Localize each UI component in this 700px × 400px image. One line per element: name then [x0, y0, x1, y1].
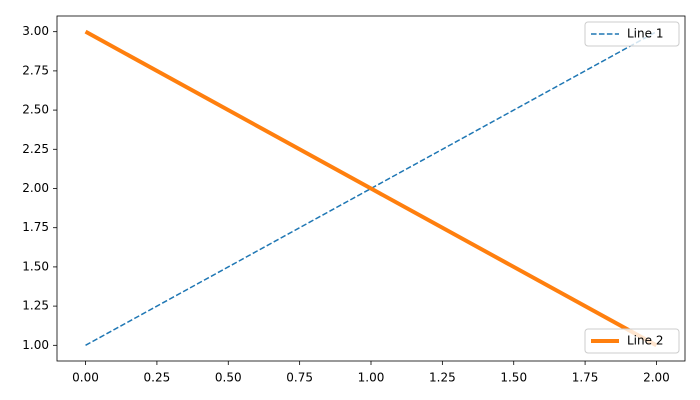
x-tick-label: 0.50	[215, 371, 242, 385]
y-tick-label: 2.75	[22, 63, 49, 77]
legend-box	[584, 21, 680, 47]
x-tick-label: 0.00	[72, 371, 99, 385]
y-tick-label: 3.00	[22, 24, 49, 38]
x-tick-label: 1.75	[572, 371, 599, 385]
y-tick-label: 2.25	[22, 142, 49, 156]
x-tick-label: 0.75	[286, 371, 313, 385]
y-tick-label: 1.50	[22, 259, 49, 273]
y-tick-label: 2.00	[22, 181, 49, 195]
y-tick-label: 1.25	[22, 299, 49, 313]
line-series	[85, 31, 657, 346]
x-tick-label: 1.00	[358, 371, 385, 385]
legend-label: Line 2	[627, 334, 663, 348]
y-tick-label: 1.75	[22, 220, 49, 234]
legend-label: Line 1	[627, 27, 663, 41]
x-tick-label: 1.50	[500, 371, 527, 385]
plot-frame	[56, 15, 686, 362]
legend-box	[584, 328, 680, 354]
x-tick-label: 0.25	[144, 371, 171, 385]
x-tick-label: 1.25	[429, 371, 456, 385]
y-tick-label: 2.50	[22, 103, 49, 117]
x-tick-label: 2.00	[643, 371, 670, 385]
line-series	[84, 29, 658, 348]
y-tick-label: 1.00	[22, 338, 49, 352]
